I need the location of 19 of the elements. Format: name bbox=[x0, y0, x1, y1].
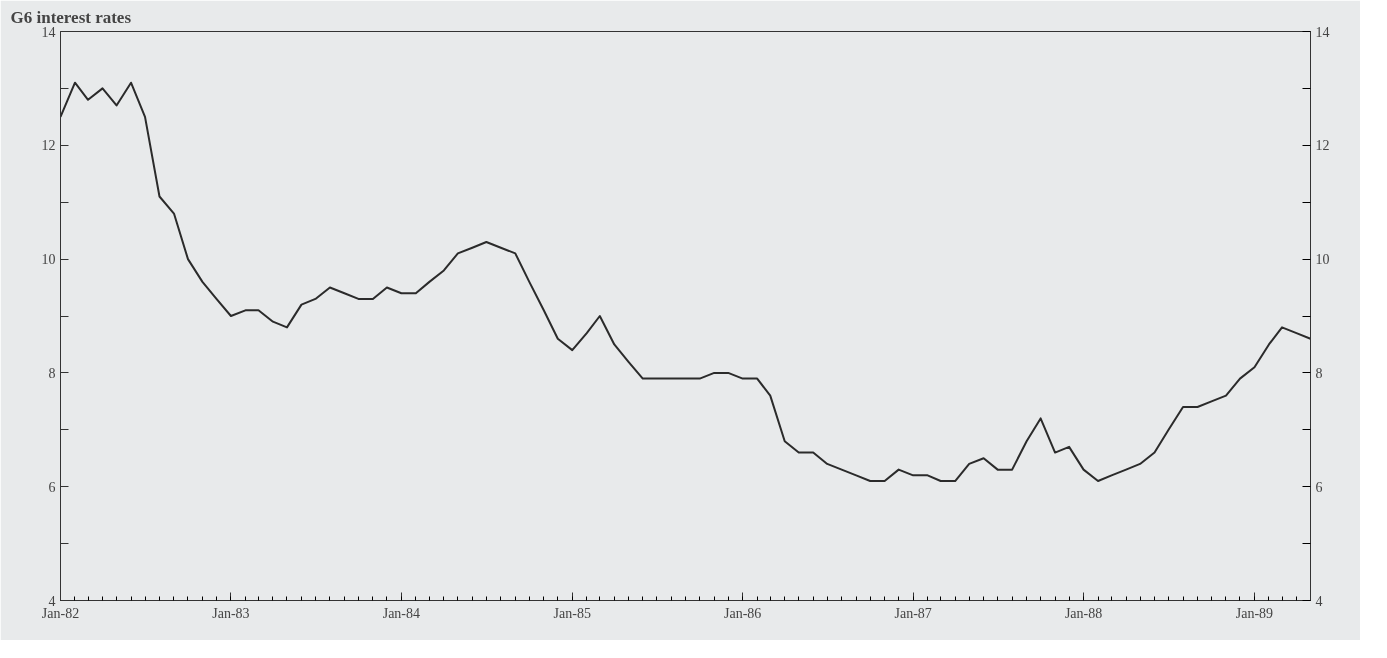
x-tick-label: Jan-89 bbox=[1235, 605, 1274, 621]
y-tick-label: 10 bbox=[41, 252, 56, 268]
y2-tick-label: 10 bbox=[1315, 252, 1330, 268]
y2-tick-label: 6 bbox=[1315, 479, 1323, 495]
y-tick-label: 8 bbox=[48, 365, 56, 381]
x-tick-label: Jan-84 bbox=[382, 605, 421, 621]
x-tick-label: Jan-86 bbox=[724, 605, 762, 621]
y-tick-label: 14 bbox=[41, 24, 56, 40]
y2-tick-label: 8 bbox=[1315, 365, 1323, 381]
y-tick-label: 12 bbox=[41, 138, 56, 154]
y-tick-label: 6 bbox=[48, 479, 56, 495]
x-tick-label: Jan-88 bbox=[1064, 605, 1103, 621]
y2-tick-label: 12 bbox=[1315, 138, 1330, 154]
x-tick-label: Jan-83 bbox=[212, 605, 250, 621]
chart-title: G6 interest rates bbox=[10, 7, 132, 27]
y2-tick-label: 4 bbox=[1315, 593, 1323, 609]
x-tick-label: Jan-85 bbox=[553, 605, 591, 621]
x-tick-label: Jan-87 bbox=[894, 605, 932, 621]
y2-tick-label: 14 bbox=[1315, 24, 1330, 40]
